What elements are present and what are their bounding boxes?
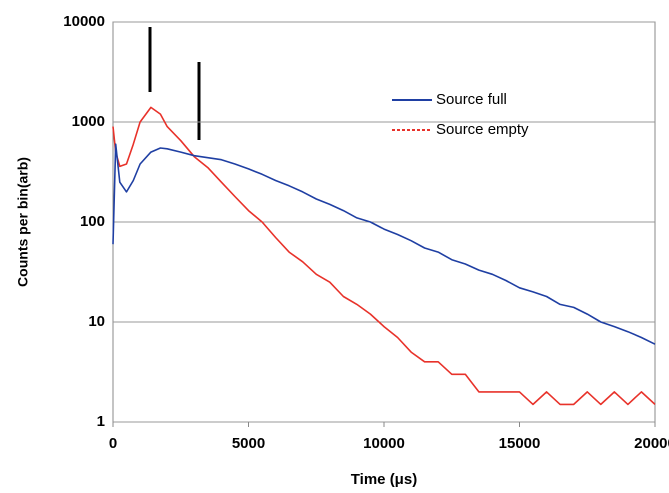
- y-tick-label: 10000: [63, 13, 105, 30]
- x-tick-label: 10000: [363, 435, 405, 452]
- x-tick-label: 0: [109, 435, 117, 452]
- y-tick-label: 100: [80, 213, 105, 230]
- y-tick-label: 1000: [72, 113, 105, 130]
- y-tick-label: 1: [97, 413, 105, 430]
- x-axis-label: Time (μs): [351, 471, 417, 488]
- legend-label: Source full: [436, 91, 507, 108]
- x-tick-label: 5000: [232, 435, 265, 452]
- series-line: [112, 106, 656, 406]
- y-tick-label: 10: [88, 313, 105, 330]
- y-axis-label: Counts per bin(arb): [15, 157, 31, 287]
- series-line: [112, 143, 656, 345]
- x-tick-label: 20000: [634, 435, 669, 452]
- legend-label: Source empty: [436, 121, 529, 138]
- x-tick-label: 15000: [499, 435, 541, 452]
